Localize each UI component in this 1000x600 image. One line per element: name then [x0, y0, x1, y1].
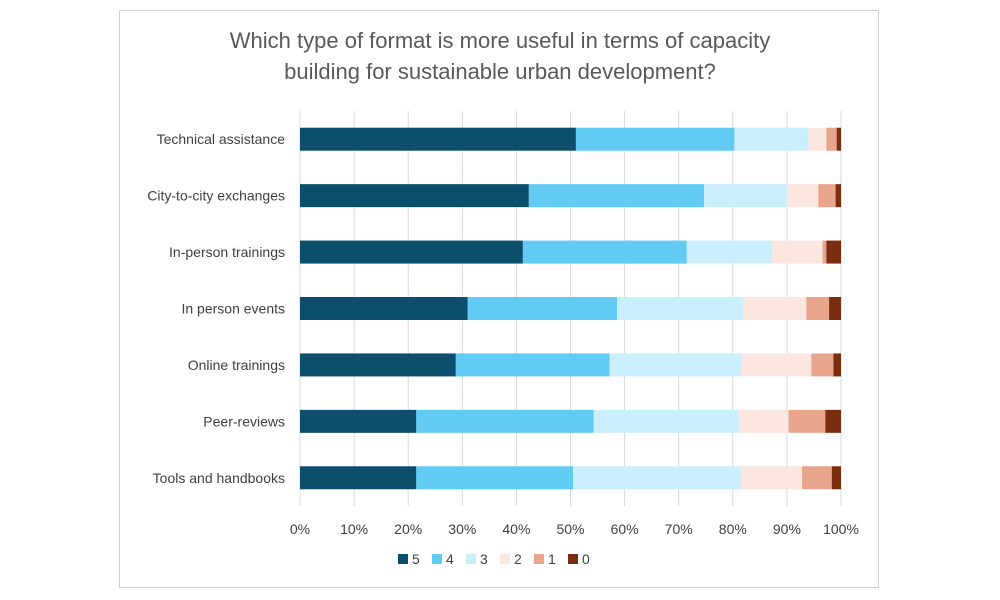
bar-segment-5	[300, 127, 576, 151]
chart-frame: Which type of format is more useful in t…	[119, 10, 879, 588]
category-label: Peer-reviews	[203, 413, 285, 429]
bar-segment-1	[811, 353, 834, 377]
bar-segment-0	[833, 353, 841, 377]
bar-segment-2	[808, 127, 827, 151]
bar-segment-4	[522, 240, 687, 264]
x-tick-label: 10%	[340, 521, 368, 537]
x-tick-label: 70%	[665, 521, 693, 537]
bar-segment-4	[455, 353, 610, 377]
bar-segment-1	[806, 297, 830, 320]
legend-swatch-3	[466, 554, 476, 564]
bar-segment-3	[573, 466, 741, 490]
bar-segment-5	[300, 353, 456, 377]
bar-segment-3	[609, 353, 742, 377]
bar-segment-5	[300, 184, 529, 208]
legend-swatch-4	[432, 554, 442, 564]
category-label: Technical assistance	[157, 131, 286, 147]
bar-segment-3	[593, 409, 739, 433]
chart-title-line-1: Which type of format is more useful in t…	[230, 28, 770, 53]
legend: 5 4 3 2 1 0	[398, 551, 590, 567]
bar-segment-5	[300, 409, 417, 433]
bar-segment-2	[786, 184, 819, 208]
category-label: In-person trainings	[169, 244, 285, 260]
bar-segment-0	[831, 466, 841, 490]
category-label: In person events	[181, 301, 285, 317]
bar-segment-3	[686, 240, 773, 264]
category-labels: Technical assistance City-to-city exchang…	[147, 131, 285, 486]
legend-swatch-1	[534, 554, 544, 564]
bar-segment-0	[836, 127, 841, 151]
legend-label: 4	[446, 551, 454, 567]
bar-segment-2	[741, 353, 812, 377]
bar-segment-5	[300, 297, 468, 320]
legend-swatch-2	[500, 554, 510, 564]
bar-segment-0	[825, 409, 841, 433]
x-tick-label: 30%	[448, 521, 476, 537]
x-tick-label: 40%	[502, 521, 530, 537]
bar-segment-0	[826, 240, 841, 264]
bar-segment-2	[772, 240, 823, 264]
x-tick-label: 100%	[823, 521, 859, 537]
bar-segment-0	[835, 184, 841, 208]
bars	[300, 127, 841, 490]
stacked-bar-chart: Which type of format is more useful in t…	[147, 28, 859, 567]
legend-swatch-5	[398, 554, 408, 564]
x-tick-label: 80%	[719, 521, 747, 537]
bar-segment-4	[416, 409, 594, 433]
x-axis-tick-labels: 0% 10% 20% 30% 40% 50% 60% 70% 80% 90% 100%	[290, 521, 859, 537]
legend-label: 2	[514, 551, 522, 567]
legend-swatch-0	[568, 554, 578, 564]
category-label: Online trainings	[188, 357, 285, 373]
bar-segment-1	[802, 466, 832, 490]
x-tick-label: 50%	[556, 521, 584, 537]
bar-segment-1	[826, 127, 837, 151]
legend-label: 0	[582, 551, 590, 567]
x-tick-label: 0%	[290, 521, 310, 537]
bar-segment-4	[467, 297, 618, 320]
bar-segment-4	[416, 466, 574, 490]
bar-segment-2	[743, 297, 807, 320]
chart-title-line-2: building for sustainable urban developme…	[284, 59, 716, 84]
bar-segment-1	[818, 184, 836, 208]
legend-label: 1	[548, 551, 556, 567]
bar-segment-5	[300, 466, 417, 490]
legend-label: 5	[412, 551, 420, 567]
bar-segment-2	[738, 409, 789, 433]
bar-segment-2	[740, 466, 803, 490]
bar-segment-1	[788, 409, 826, 433]
bar-segment-1	[822, 240, 827, 264]
bar-segment-5	[300, 240, 523, 264]
bar-segment-3	[617, 297, 744, 320]
category-label: Tools and handbooks	[153, 470, 285, 486]
x-tick-label: 60%	[611, 521, 639, 537]
bar-segment-3	[734, 127, 809, 151]
bar-segment-4	[575, 127, 735, 151]
legend-label: 3	[480, 551, 488, 567]
bar-segment-4	[528, 184, 705, 208]
bar-segment-3	[704, 184, 787, 208]
x-tick-label: 20%	[394, 521, 422, 537]
x-tick-label: 90%	[773, 521, 801, 537]
category-label: City-to-city exchanges	[147, 188, 285, 204]
bar-segment-0	[829, 297, 841, 320]
